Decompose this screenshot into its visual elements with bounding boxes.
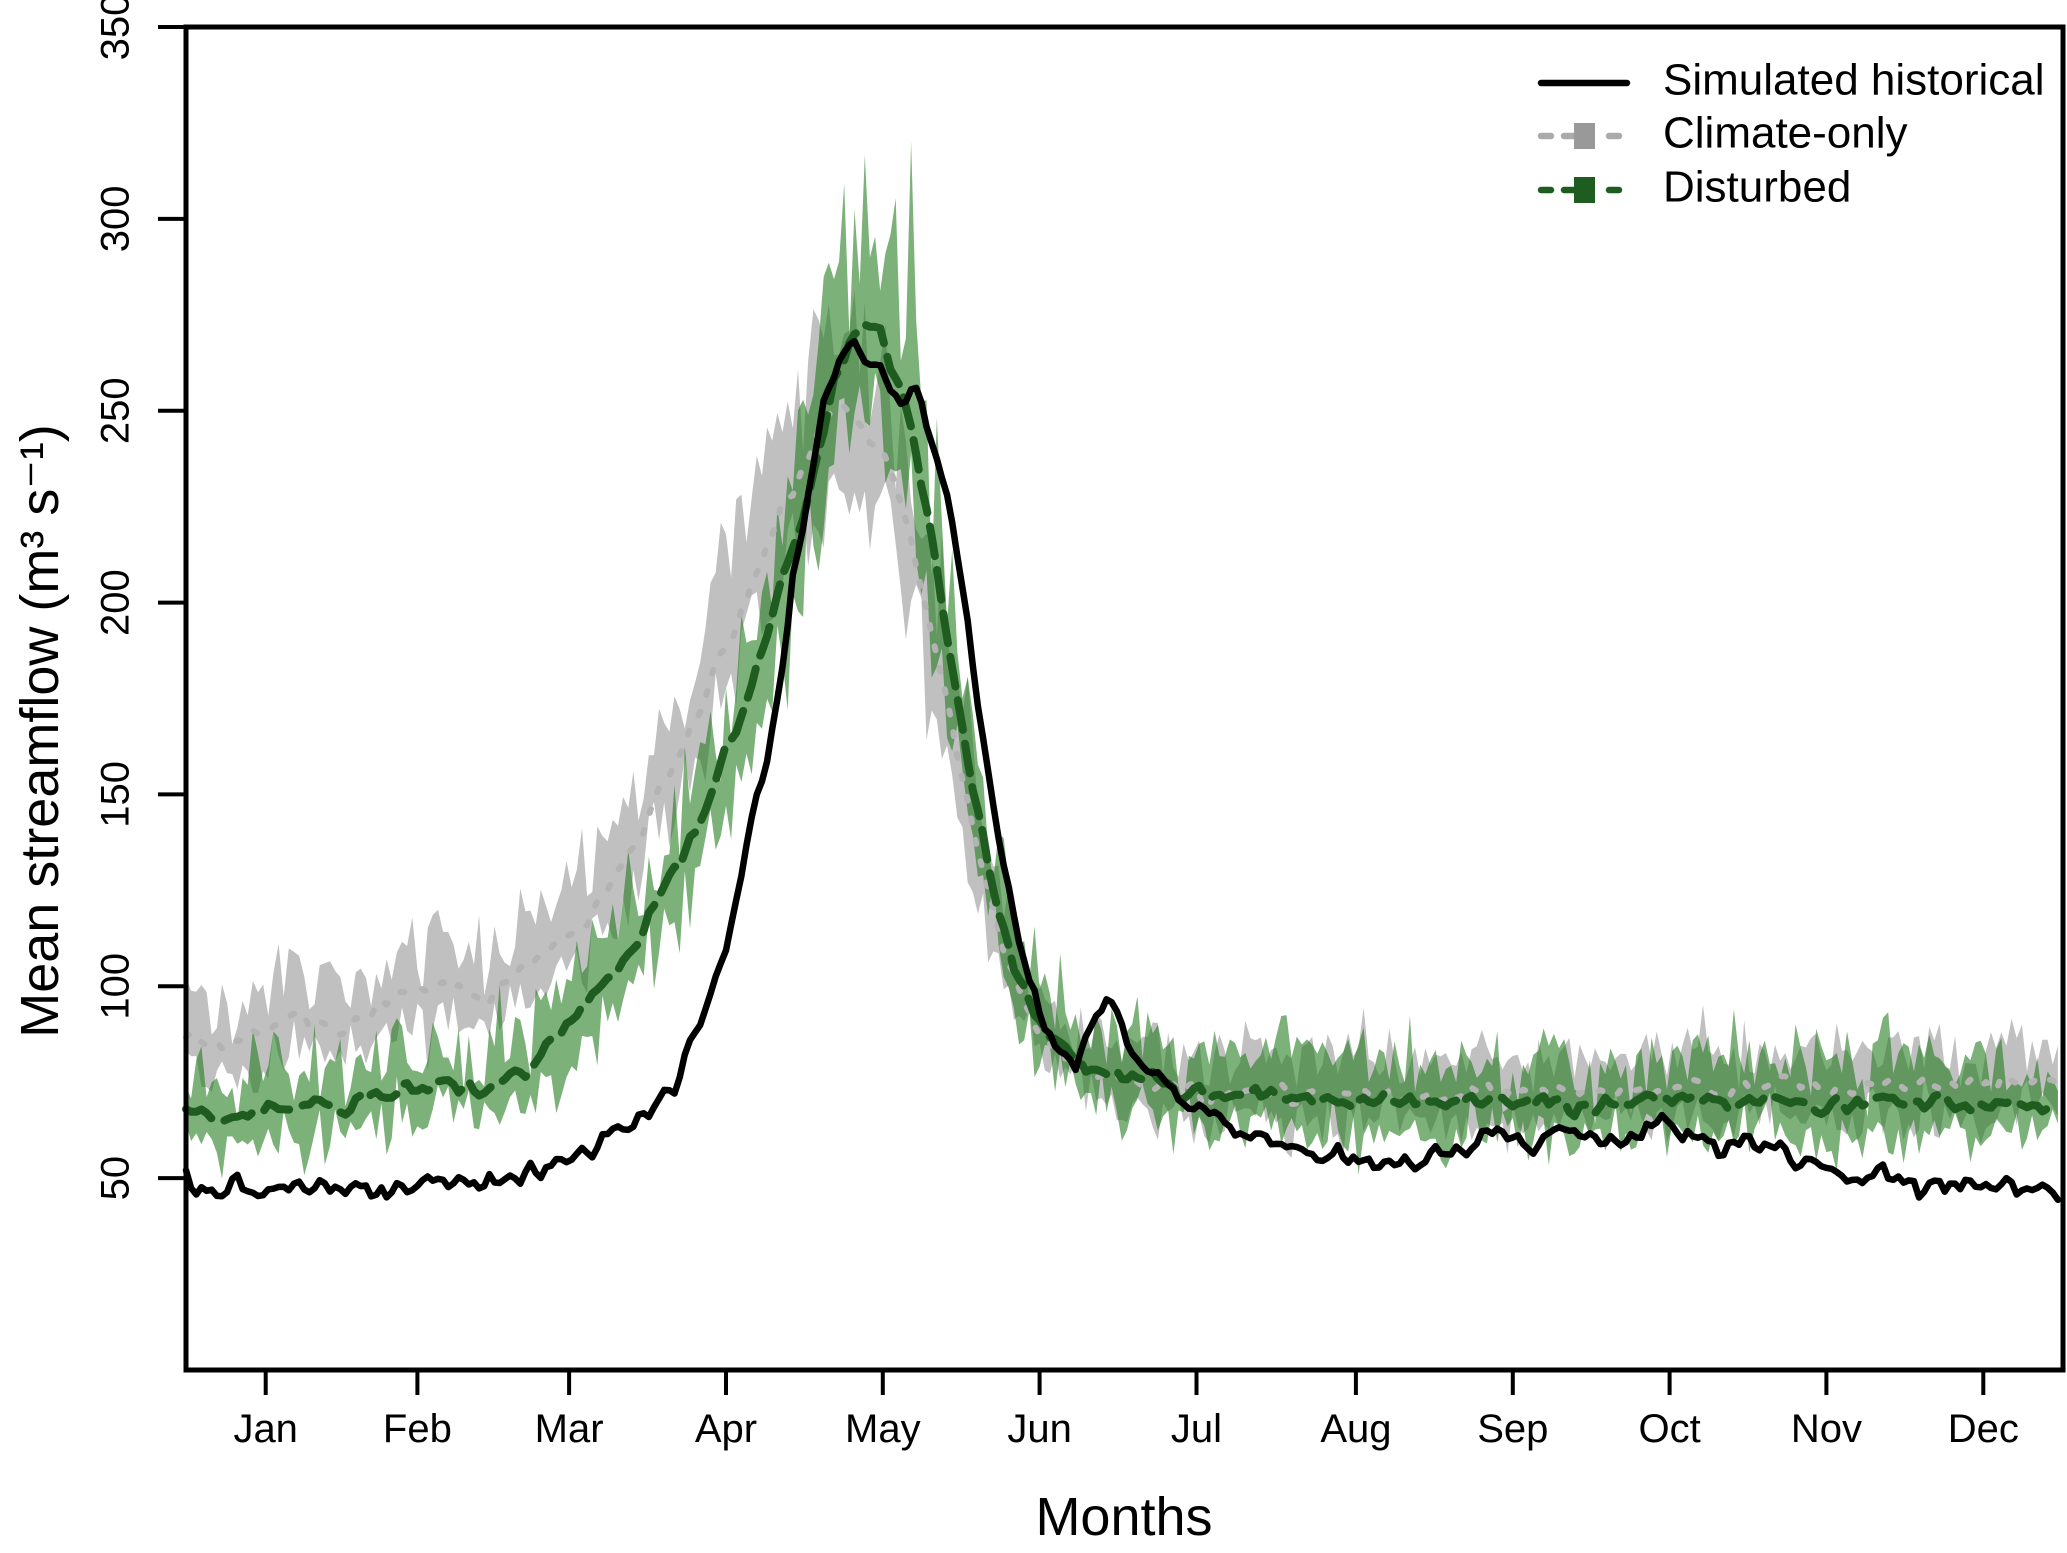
- svg-text:150: 150: [94, 761, 138, 828]
- svg-text:Climate-only: Climate-only: [1663, 109, 1908, 158]
- svg-text:300: 300: [94, 186, 138, 253]
- svg-text:Months: Months: [1035, 1487, 1212, 1547]
- svg-text:250: 250: [94, 377, 138, 444]
- svg-text:Dec: Dec: [1948, 1407, 2019, 1451]
- svg-text:Jan: Jan: [233, 1407, 298, 1451]
- svg-text:350: 350: [94, 0, 138, 60]
- svg-text:Aug: Aug: [1320, 1407, 1391, 1451]
- svg-text:Nov: Nov: [1791, 1407, 1862, 1451]
- svg-text:Simulated historical: Simulated historical: [1663, 56, 2045, 105]
- svg-text:Oct: Oct: [1638, 1407, 1700, 1451]
- svg-text:Mar: Mar: [535, 1407, 604, 1451]
- svg-text:50: 50: [94, 1156, 138, 1201]
- svg-text:Sep: Sep: [1477, 1407, 1548, 1451]
- svg-text:Jul: Jul: [1171, 1407, 1222, 1451]
- svg-text:Jun: Jun: [1007, 1407, 1072, 1451]
- svg-text:100: 100: [94, 953, 138, 1020]
- svg-text:Disturbed: Disturbed: [1663, 163, 1851, 212]
- svg-text:Apr: Apr: [695, 1407, 757, 1451]
- svg-text:Mean streamflow (m³ s⁻¹): Mean streamflow (m³ s⁻¹): [10, 424, 70, 1038]
- svg-text:200: 200: [94, 569, 138, 636]
- svg-text:Feb: Feb: [383, 1407, 452, 1451]
- svg-text:May: May: [845, 1407, 921, 1451]
